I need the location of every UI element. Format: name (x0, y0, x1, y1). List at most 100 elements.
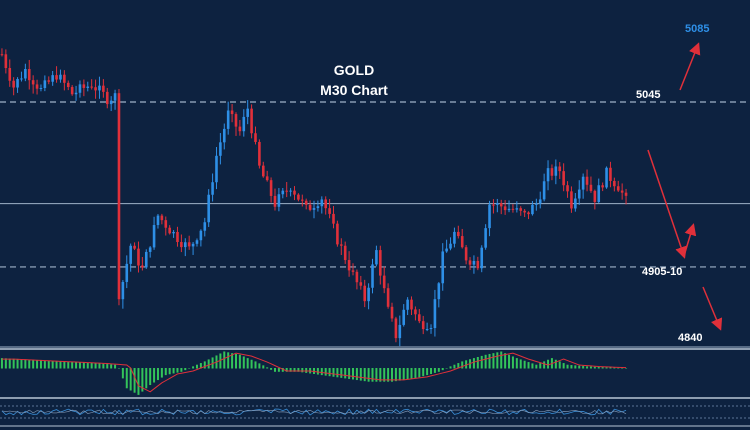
macd-signal-line (1, 352, 627, 393)
candle-body (308, 204, 312, 210)
candle-body (445, 248, 448, 252)
candle-body (215, 155, 218, 183)
candle-body (133, 245, 136, 249)
candle-body (24, 69, 27, 79)
candle-body (109, 100, 113, 105)
candle-body (94, 87, 97, 91)
candle-body (226, 110, 230, 129)
target-label-5085: 5085 (685, 23, 709, 35)
candle-body (20, 78, 23, 80)
candle-body (394, 318, 398, 339)
candle-body (144, 251, 148, 268)
candle-body (43, 80, 47, 88)
candle-body (402, 309, 406, 325)
candle-body (74, 92, 78, 95)
candle-body (457, 231, 460, 237)
candle-body (16, 79, 19, 88)
candle-body (507, 208, 511, 211)
candle-body (125, 263, 129, 282)
candle-body (624, 192, 628, 196)
candle-body (12, 80, 15, 88)
candle-body (160, 215, 164, 221)
candle-body (425, 329, 429, 331)
candle-body (347, 260, 351, 271)
candle-body (289, 190, 292, 192)
candle-body (141, 265, 144, 268)
candle-body (359, 282, 363, 286)
candle-body (511, 208, 515, 210)
candle-body (398, 324, 402, 339)
candle-body (219, 142, 222, 156)
candle-body (273, 195, 277, 207)
candle-body (562, 171, 565, 186)
candle-body (78, 84, 82, 93)
candle-body (538, 199, 542, 204)
candle-body (82, 84, 86, 88)
candle-body (441, 251, 445, 284)
candle-body (66, 82, 70, 88)
candle-body (414, 309, 417, 315)
candle-body (199, 230, 203, 241)
candle-body (281, 190, 285, 195)
chart-subtitle: M30 Chart (320, 82, 388, 98)
oscillator-lines (0, 405, 750, 419)
candle-body (503, 206, 507, 211)
candle-body (464, 247, 468, 261)
candle-body (254, 133, 257, 142)
candle-body (609, 167, 612, 181)
candle-body (355, 271, 359, 283)
macd-histogram (0, 351, 628, 395)
candle-body (386, 288, 390, 307)
arrow-up-to-5085 (679, 42, 701, 91)
candle-body (515, 208, 519, 210)
candle-body (499, 203, 503, 207)
candle-body (410, 299, 413, 310)
candle-body (492, 204, 495, 206)
candle-body (137, 248, 140, 266)
candle-body (581, 176, 585, 190)
candle-body (180, 242, 183, 248)
candle-body (164, 220, 168, 228)
level-label-4840: 4840 (678, 332, 702, 344)
candle-body (172, 231, 175, 234)
candle-body (418, 314, 421, 322)
candle-body (379, 250, 382, 276)
candle-body (293, 190, 296, 195)
candle-body (421, 321, 425, 330)
candle-body (363, 285, 367, 302)
candle-body (601, 185, 604, 188)
candle-body (574, 198, 577, 209)
candle-body (546, 168, 550, 182)
candle-series (0, 48, 628, 347)
candle-body (488, 204, 491, 229)
candle-body (31, 80, 35, 85)
candle-body (613, 180, 616, 187)
candle-body (336, 223, 339, 245)
candle-body (620, 190, 624, 193)
candle-body (105, 91, 109, 105)
candle-body (332, 213, 335, 224)
candle-body (460, 236, 464, 248)
candle-body (222, 128, 226, 143)
candle-body (554, 166, 558, 176)
candle-body (230, 110, 234, 115)
candle-body (351, 270, 355, 272)
indicator-panels (0, 348, 750, 427)
candle-body (258, 141, 261, 166)
candle-body (98, 85, 101, 91)
candle-body (406, 299, 409, 310)
candle-body (207, 194, 210, 223)
candle-body (297, 194, 300, 200)
candle-body (242, 116, 246, 132)
candle-body (593, 190, 597, 202)
candle-body (113, 93, 117, 101)
candle-body (4, 54, 8, 69)
candle-body (433, 299, 437, 329)
candle-body (86, 86, 90, 88)
candle-body (519, 208, 523, 211)
candle-body (340, 244, 343, 246)
candle-body (47, 80, 51, 82)
candle-body (304, 200, 308, 205)
